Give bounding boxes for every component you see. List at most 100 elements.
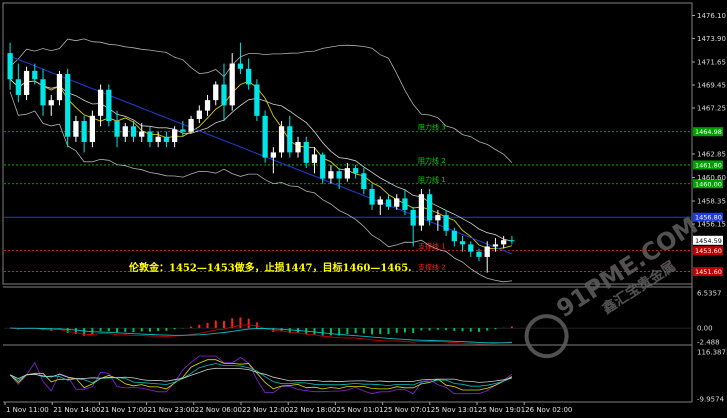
candle <box>139 123 145 142</box>
oscillator-panel <box>9 355 513 395</box>
candle <box>48 94 54 116</box>
resistance-2-badge-text: 1461.80 <box>695 161 722 169</box>
candle-body <box>295 141 301 153</box>
time-tick-label: 25 Nov 01:01 <box>336 406 383 414</box>
resistance-3-badge <box>693 127 723 137</box>
candle <box>418 188 425 231</box>
current-price-badge <box>693 235 723 245</box>
candle-body <box>410 209 416 226</box>
time-tick-label: 25 Nov 13:01 <box>431 406 478 414</box>
time-tick-label: 1 Nov 11:00 <box>6 406 49 414</box>
support-1-label: 支撑线 1 <box>418 242 446 251</box>
candle-body <box>97 89 104 116</box>
macd-axis-label: 6.5357 <box>697 290 722 298</box>
candle <box>65 68 71 148</box>
candle-body <box>106 89 112 122</box>
candle <box>311 147 318 174</box>
oscillator-line-1 <box>9 355 513 395</box>
candle-body <box>344 168 351 179</box>
oscillator-line-2 <box>9 359 513 391</box>
macd-line <box>10 324 512 345</box>
candle <box>7 42 13 90</box>
candle-body <box>311 154 318 163</box>
support-2-label: 支撑线 2 <box>418 263 446 272</box>
candle <box>377 196 383 216</box>
support-1-badge-text: 1453.60 <box>695 247 722 255</box>
candle-body <box>180 129 186 132</box>
candle-body <box>402 198 408 210</box>
candle-body <box>246 68 252 85</box>
candle <box>270 147 276 174</box>
candle-body <box>270 152 276 158</box>
candle <box>213 81 219 106</box>
candle <box>23 66 30 101</box>
candle-body <box>352 168 359 174</box>
candle-body <box>229 63 235 106</box>
candle-body <box>492 244 499 247</box>
support-2-badge-text: 1451.60 <box>695 268 722 276</box>
candle-body <box>15 79 21 95</box>
candle <box>451 227 457 247</box>
candle-body <box>468 244 474 252</box>
candle-body <box>147 131 153 142</box>
candle-body <box>171 129 178 142</box>
candle <box>394 194 400 210</box>
oscillator-line-3 <box>9 363 513 387</box>
time-axis: 1 Nov 11:00 21 Nov 14:00 21 Nov 17:00 21 No… <box>4 402 572 414</box>
candle <box>155 131 161 148</box>
candle-body <box>377 199 383 205</box>
candle-body <box>451 230 457 242</box>
candle <box>509 236 515 245</box>
candle-body <box>155 136 161 142</box>
candle-body <box>509 240 515 242</box>
time-tick-label: 21 Nov 14:00 <box>53 406 100 414</box>
price-tick-label: 1473.90 <box>697 35 726 43</box>
resistance-1-badge-text: 1460.00 <box>695 180 722 188</box>
candle <box>171 126 178 148</box>
candle <box>492 238 499 252</box>
candle-body <box>501 240 507 245</box>
candle <box>459 236 466 252</box>
time-tick-label: 25 Nov 19:01 <box>478 406 525 414</box>
time-tick-label: 25 Nov 07:01 <box>384 406 431 414</box>
osc-axis-label: 116.3872 <box>697 349 727 357</box>
candle-body <box>361 173 367 189</box>
moving-averages <box>9 55 513 255</box>
candle <box>295 136 301 158</box>
candle <box>180 121 186 137</box>
candle-body <box>459 241 466 245</box>
candle-body <box>278 126 285 153</box>
candle-body <box>73 121 79 137</box>
candle <box>196 105 202 124</box>
candle <box>410 206 416 247</box>
current-price-badge-text: 1454.59 <box>695 237 722 245</box>
candle <box>122 123 128 142</box>
candle-body <box>81 121 87 142</box>
candle-body <box>213 84 219 101</box>
candle <box>89 110 96 148</box>
candle <box>221 63 227 122</box>
candle-body <box>7 53 13 80</box>
candle-body <box>287 126 293 153</box>
candle-body <box>65 74 71 137</box>
time-tick-label: 22 Nov 18:00 <box>289 406 336 414</box>
resistance-1-badge <box>693 179 723 189</box>
candle-body <box>369 188 375 205</box>
price-tick-label: 1471.65 <box>697 59 726 67</box>
osc-axis-label: -9.9574 <box>697 396 725 404</box>
candle <box>56 70 63 106</box>
support-1-badge <box>693 246 723 256</box>
candle <box>336 168 342 189</box>
candle <box>163 131 170 148</box>
candle <box>501 236 507 249</box>
resistance-3-label: 阻力线 3 <box>418 123 446 132</box>
candle-body <box>130 126 137 137</box>
candle-body <box>114 121 120 137</box>
candle-body <box>204 100 211 111</box>
resistance-2-label: 阻力线 2 <box>418 156 446 165</box>
candle-body <box>426 194 433 221</box>
price-tick-label: 1460.60 <box>697 174 726 182</box>
candle <box>40 68 46 116</box>
candle-body <box>139 131 145 137</box>
